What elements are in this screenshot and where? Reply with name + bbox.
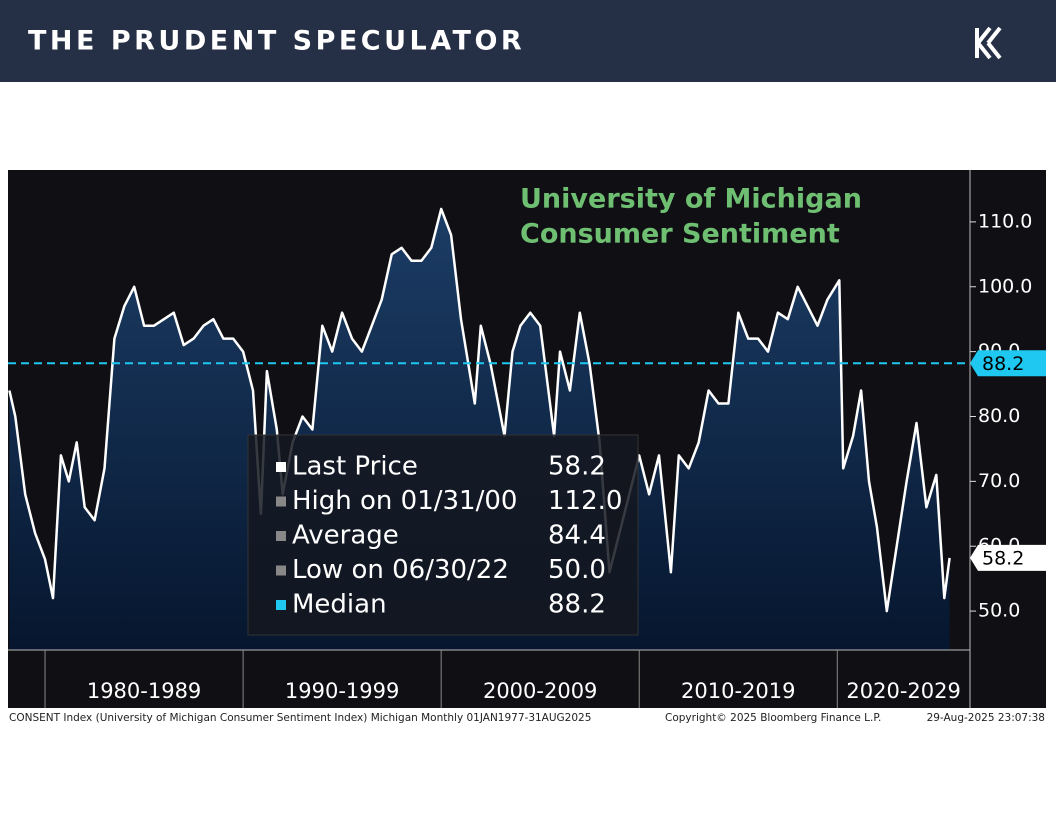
- chart-title: University of Michigan: [520, 184, 862, 215]
- legend: Last Price 58.2 High on 01/31/00 112.0 Avera…: [247, 434, 639, 636]
- x-tick-label: 2010-2019: [681, 679, 795, 703]
- y-tick-label: 110.0: [978, 210, 1032, 232]
- legend-marker: [276, 565, 286, 576]
- value-tag-label: 88.2: [982, 353, 1024, 375]
- value-tag: [970, 350, 1046, 377]
- logo: [975, 26, 1002, 60]
- x-tick-label: 2000-2009: [483, 679, 597, 703]
- legend-name: Average: [292, 521, 399, 551]
- y-tick-label: 70.0: [978, 470, 1020, 492]
- x-tick-label: 1980-1989: [87, 679, 201, 703]
- source-note: CONSENT Index (University of Michigan Co…: [9, 712, 591, 724]
- footer-bg: [8, 708, 1046, 726]
- legend-marker: [276, 496, 286, 507]
- line: [8, 207, 951, 613]
- legend-marker: [276, 600, 286, 610]
- value-tag: [970, 544, 1046, 571]
- legend-marker: [276, 531, 286, 541]
- legend-name: Median: [292, 590, 387, 620]
- legend-name: Last Price: [292, 452, 418, 482]
- legend-value: 50.0: [548, 555, 606, 585]
- legend-box: [247, 434, 639, 636]
- legend-name: High on 01/31/00: [292, 486, 517, 516]
- value-tag-label: 58.2: [982, 547, 1024, 569]
- legend-marker: [276, 462, 286, 472]
- legend-value: 88.2: [548, 590, 606, 620]
- legend-value: 84.4: [548, 521, 606, 551]
- legend-value: 58.2: [548, 452, 606, 482]
- y-tick-label: 100.0: [978, 275, 1032, 297]
- header-title: THE PRUDENT SPECULATOR: [28, 26, 525, 57]
- area: [9, 208, 950, 650]
- copyright: Copyright© 2025 Bloomberg Finance L.P.: [665, 712, 881, 724]
- header-bar: [0, 0, 1056, 82]
- chart-title: Consumer Sentiment: [520, 219, 840, 250]
- x-tick-label: 1990-1999: [285, 679, 399, 703]
- y-tick-label: 80.0: [978, 405, 1020, 427]
- legend-name: Low on 06/30/22: [292, 555, 509, 585]
- x-tick-label: 2020-2029: [846, 679, 960, 703]
- y-tick-label: 50.0: [978, 600, 1020, 622]
- timestamp: 29-Aug-2025 23:07:38: [927, 712, 1045, 724]
- legend-value: 112.0: [548, 486, 622, 516]
